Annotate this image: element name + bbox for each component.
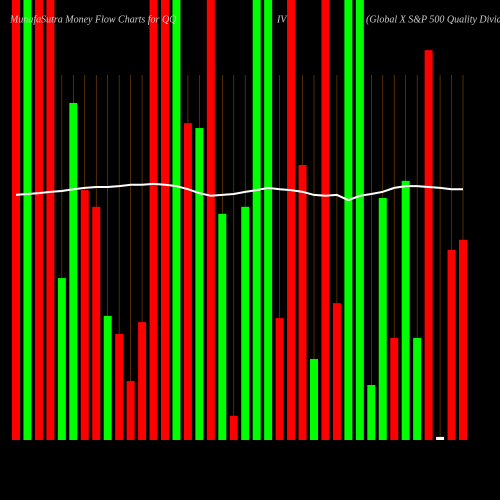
- bar: [103, 315, 112, 440]
- ticker: IV: [276, 14, 288, 25]
- bar: [287, 0, 296, 440]
- bar: [275, 318, 284, 440]
- plot-area: [12, 0, 467, 441]
- bar: [310, 359, 318, 440]
- bar: [241, 206, 250, 440]
- bar: [264, 0, 273, 440]
- bar: [172, 0, 181, 440]
- bar: [161, 0, 169, 440]
- bar: [69, 102, 78, 441]
- bar: [126, 381, 135, 440]
- bar: [23, 0, 32, 440]
- bar: [355, 0, 364, 440]
- bar: [57, 278, 66, 440]
- bar: [34, 0, 43, 440]
- bar: [229, 415, 238, 440]
- bar: [12, 0, 20, 440]
- money-flow-line: [15, 182, 463, 202]
- bar: [92, 206, 101, 440]
- bar: [321, 0, 330, 440]
- bar: [459, 239, 467, 440]
- bar: [447, 249, 456, 440]
- chart-subtitle: (Global X S&P 500 Quality Dividend: [366, 14, 500, 25]
- bar: [424, 50, 433, 440]
- bar: [390, 337, 399, 440]
- bar: [436, 436, 445, 440]
- bar: [115, 333, 124, 440]
- bar: [46, 0, 55, 440]
- bar: [195, 128, 204, 441]
- bar: [252, 0, 261, 440]
- bar: [80, 190, 89, 440]
- bar: [218, 213, 227, 440]
- bar: [138, 322, 147, 440]
- bar: [206, 0, 215, 440]
- bar: [401, 180, 410, 440]
- bar: [378, 198, 387, 440]
- bar: [149, 0, 158, 440]
- bar: [367, 385, 376, 440]
- bar: [183, 123, 192, 440]
- chart-title: MunafaSutra Money Flow Charts for QQ: [9, 14, 177, 25]
- bar: [332, 303, 341, 440]
- bar: [413, 337, 422, 440]
- bar: [298, 165, 307, 440]
- bar: [344, 0, 353, 440]
